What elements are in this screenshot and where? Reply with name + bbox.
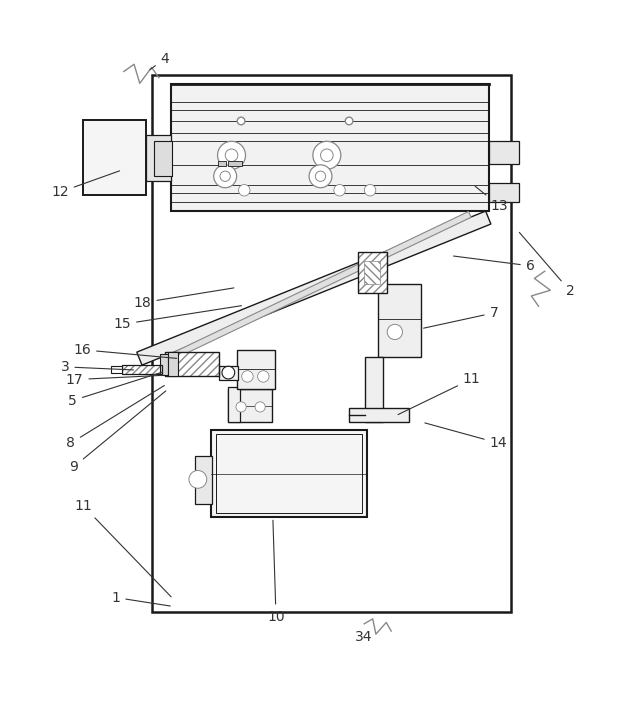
Text: 2: 2 xyxy=(519,232,574,298)
Bar xyxy=(489,183,519,201)
Text: 7: 7 xyxy=(424,306,498,328)
Text: 3: 3 xyxy=(61,360,133,374)
Circle shape xyxy=(320,149,333,161)
Circle shape xyxy=(364,185,376,196)
Bar xyxy=(152,74,511,611)
Bar xyxy=(146,135,171,180)
Text: 16: 16 xyxy=(73,343,177,359)
Text: 13: 13 xyxy=(475,186,508,213)
Circle shape xyxy=(345,117,353,125)
Bar xyxy=(358,251,387,293)
Bar xyxy=(349,408,410,422)
Circle shape xyxy=(225,149,238,161)
Text: 34: 34 xyxy=(355,630,372,644)
Circle shape xyxy=(236,402,246,412)
Bar xyxy=(171,84,489,211)
Circle shape xyxy=(222,366,235,379)
Bar xyxy=(228,161,242,166)
Bar xyxy=(217,161,226,166)
Circle shape xyxy=(213,165,237,187)
Text: 5: 5 xyxy=(69,372,162,408)
Bar xyxy=(365,357,383,422)
Bar xyxy=(489,140,519,164)
Text: 1: 1 xyxy=(112,590,171,606)
Text: 15: 15 xyxy=(113,305,242,331)
Polygon shape xyxy=(137,211,491,365)
Bar xyxy=(364,261,379,284)
Bar xyxy=(358,251,387,293)
Bar xyxy=(228,389,272,422)
Bar xyxy=(154,141,172,176)
Bar xyxy=(378,284,421,357)
Bar xyxy=(228,388,240,422)
Text: 18: 18 xyxy=(134,288,234,310)
Bar xyxy=(168,352,178,376)
Circle shape xyxy=(238,185,250,196)
Bar xyxy=(83,120,146,195)
Bar xyxy=(237,350,275,389)
Text: 12: 12 xyxy=(51,171,120,199)
Circle shape xyxy=(255,402,265,412)
Text: 9: 9 xyxy=(69,391,166,474)
Text: 6: 6 xyxy=(454,256,535,273)
Circle shape xyxy=(309,165,332,187)
Bar xyxy=(160,354,168,375)
Bar xyxy=(211,430,367,517)
Text: 4: 4 xyxy=(150,52,169,69)
Text: 10: 10 xyxy=(267,520,285,623)
Circle shape xyxy=(220,171,230,181)
Bar xyxy=(122,365,162,374)
Polygon shape xyxy=(172,211,471,359)
Circle shape xyxy=(313,141,341,169)
Bar xyxy=(215,435,362,513)
Circle shape xyxy=(189,470,207,489)
Text: 17: 17 xyxy=(66,373,164,387)
Bar xyxy=(219,366,238,380)
Bar xyxy=(122,365,162,374)
Circle shape xyxy=(315,171,326,181)
Circle shape xyxy=(237,117,245,125)
Bar xyxy=(195,456,212,503)
Circle shape xyxy=(242,371,253,382)
Circle shape xyxy=(334,185,345,196)
Circle shape xyxy=(387,324,403,340)
Circle shape xyxy=(217,141,246,169)
Text: 11: 11 xyxy=(74,499,171,597)
Circle shape xyxy=(258,371,269,382)
Bar xyxy=(165,352,219,376)
Bar xyxy=(165,352,219,376)
Text: 11: 11 xyxy=(398,372,481,415)
Bar xyxy=(111,366,122,373)
Text: 8: 8 xyxy=(66,385,164,450)
Text: 14: 14 xyxy=(425,423,507,450)
